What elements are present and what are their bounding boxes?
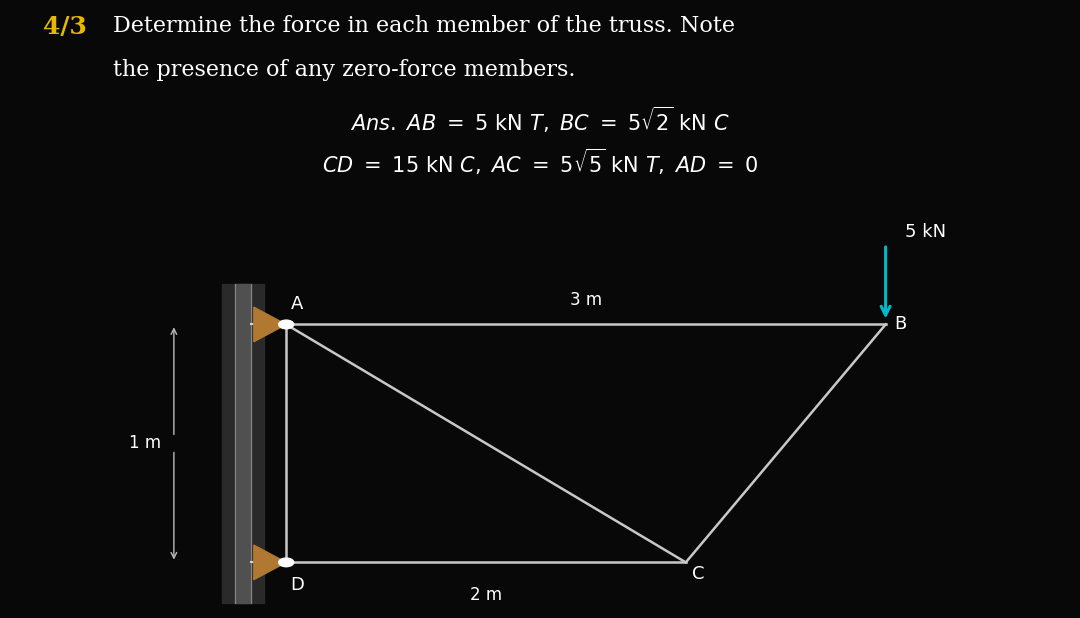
Bar [222, 284, 264, 603]
Text: 4/3: 4/3 [43, 15, 87, 40]
Bar [235, 284, 251, 603]
Text: Determine the force in each member of the truss. Note: Determine the force in each member of th… [113, 15, 735, 38]
Text: $\mathit{CD}\ =\ 15\ \mathrm{kN}\ \mathit{C},\ \mathit{AC}\ =\ 5\sqrt{5}\ \mathr: $\mathit{CD}\ =\ 15\ \mathrm{kN}\ \mathi… [322, 147, 758, 177]
Text: 1 m: 1 m [129, 434, 161, 452]
Text: 5 kN: 5 kN [905, 223, 946, 241]
Text: 2 m: 2 m [470, 586, 502, 604]
Text: $\mathit{Ans.}\ \mathit{AB}\ =\ 5\ \mathrm{kN}\ \mathit{T},\ \mathit{BC}\ =\ 5\s: $\mathit{Ans.}\ \mathit{AB}\ =\ 5\ \math… [350, 105, 730, 135]
Text: D: D [291, 576, 305, 594]
Text: A: A [291, 295, 302, 313]
Text: C: C [692, 565, 705, 583]
Polygon shape [254, 545, 286, 580]
Circle shape [279, 320, 294, 329]
Text: B: B [894, 315, 906, 334]
Text: 3 m: 3 m [570, 291, 602, 309]
Circle shape [279, 558, 294, 567]
Text: the presence of any zero-force members.: the presence of any zero-force members. [113, 59, 576, 81]
Polygon shape [254, 307, 286, 342]
